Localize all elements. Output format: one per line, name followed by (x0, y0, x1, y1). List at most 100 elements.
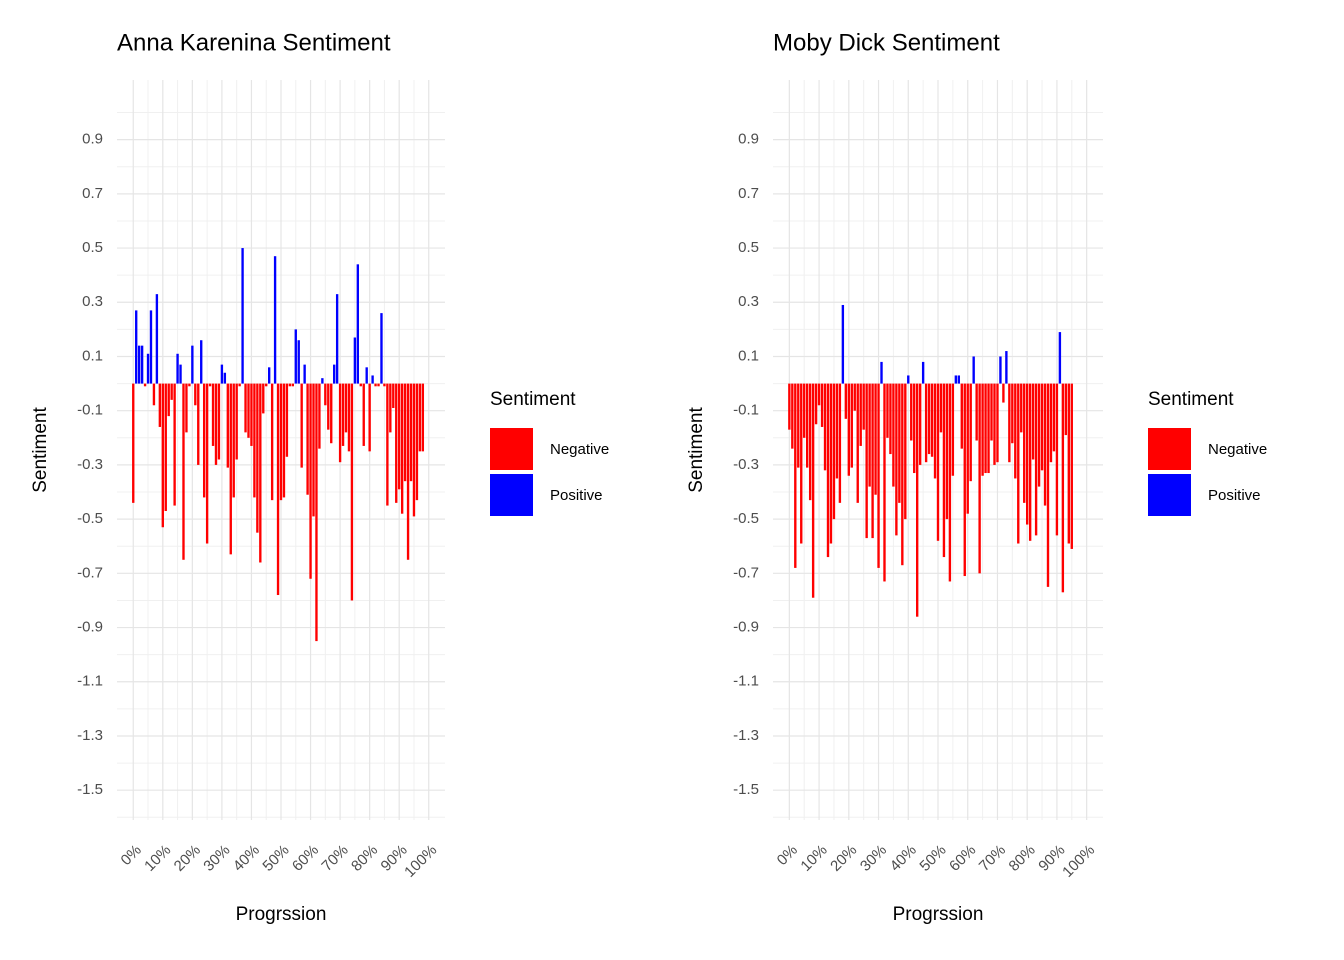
bar (794, 383, 797, 568)
y-tick-label: 0.7 (738, 185, 759, 202)
bar (285, 383, 289, 457)
bar (933, 383, 937, 479)
bar (972, 356, 975, 384)
bar (951, 383, 955, 476)
bar (359, 383, 362, 387)
bar (918, 383, 922, 465)
bar (282, 383, 286, 498)
bar (954, 375, 958, 384)
bar (904, 383, 907, 520)
x-tick-label: 60% (946, 842, 979, 875)
x-tick-label: 70% (976, 842, 1009, 875)
bar (276, 383, 280, 596)
bar (826, 383, 830, 558)
bar (901, 383, 904, 566)
bar (1005, 351, 1008, 384)
y-tick-label: -0.5 (77, 510, 103, 527)
bar (814, 383, 818, 425)
x-tick-label: 20% (827, 842, 860, 875)
legend-swatch (490, 474, 533, 516)
x-tick-label: 0% (774, 842, 801, 869)
bar (279, 383, 283, 501)
bar (185, 383, 188, 433)
bar (820, 383, 824, 427)
bar (996, 383, 999, 463)
bar (850, 383, 853, 468)
bar (936, 383, 940, 541)
x-tick-label: 40% (887, 842, 920, 875)
bar (945, 383, 949, 520)
bar (895, 383, 898, 536)
bar (202, 383, 206, 498)
bar (1037, 383, 1041, 487)
bar (312, 383, 315, 517)
bar (374, 383, 377, 387)
bar (823, 383, 827, 471)
bar (155, 294, 159, 384)
y-tick-label: -1.3 (733, 727, 759, 744)
legend-title: Sentiment (1148, 389, 1234, 410)
bar (981, 383, 984, 476)
y-tick-label: 0.9 (82, 131, 103, 148)
bar (797, 383, 800, 468)
bar (910, 383, 913, 441)
bar (999, 356, 1002, 384)
bar (990, 383, 993, 441)
bar (368, 383, 371, 452)
bar (267, 367, 271, 384)
bar (406, 383, 410, 560)
bar (856, 383, 859, 503)
x-tick-label: 60% (289, 842, 322, 875)
bar (137, 345, 141, 384)
bar (306, 383, 309, 495)
bar (841, 304, 845, 384)
bar (377, 383, 380, 387)
bar (975, 383, 978, 441)
bar (788, 383, 791, 430)
bar (365, 367, 368, 384)
bar (1055, 383, 1059, 536)
chart-title: Anna Karenina Sentiment (117, 29, 391, 56)
x-axis-label: Progrssion (236, 904, 327, 925)
y-tick-label: -1.1 (733, 673, 759, 690)
bar (403, 383, 407, 482)
bar (817, 383, 821, 406)
bar (132, 383, 135, 503)
bar (803, 383, 806, 438)
y-tick-label: -0.9 (77, 619, 103, 636)
x-tick-label: 50% (259, 842, 292, 875)
x-tick-label: 80% (348, 842, 381, 875)
bar (806, 383, 809, 468)
x-tick-label: 80% (1006, 842, 1039, 875)
bar (880, 361, 883, 384)
bar (140, 345, 144, 384)
bar (1040, 383, 1044, 471)
bar (176, 353, 179, 384)
bar (208, 383, 212, 387)
y-axis-label: Sentiment (30, 407, 51, 493)
bar (984, 383, 987, 474)
bar (942, 383, 946, 558)
bar (380, 313, 383, 384)
bar (1064, 383, 1068, 436)
bar (1046, 383, 1050, 587)
bar (392, 383, 395, 408)
y-tick-label: -0.9 (733, 619, 759, 636)
x-tick-label: 100% (1059, 842, 1098, 881)
y-tick-label: -1.1 (77, 673, 103, 690)
y-tick-label: 0.3 (738, 293, 759, 310)
bar (143, 383, 147, 387)
y-tick-label: 0.1 (738, 347, 759, 364)
y-tick-label: 0.7 (82, 185, 103, 202)
bar (164, 383, 167, 511)
bar (415, 383, 419, 501)
x-tick-label: 50% (916, 842, 949, 875)
bar (179, 364, 182, 384)
bar (244, 383, 247, 433)
bar (1067, 383, 1070, 544)
bar (993, 383, 996, 465)
bar (418, 383, 422, 452)
x-tick-label: 30% (857, 842, 890, 875)
bar (211, 383, 215, 446)
x-tick-label: 10% (141, 842, 174, 875)
